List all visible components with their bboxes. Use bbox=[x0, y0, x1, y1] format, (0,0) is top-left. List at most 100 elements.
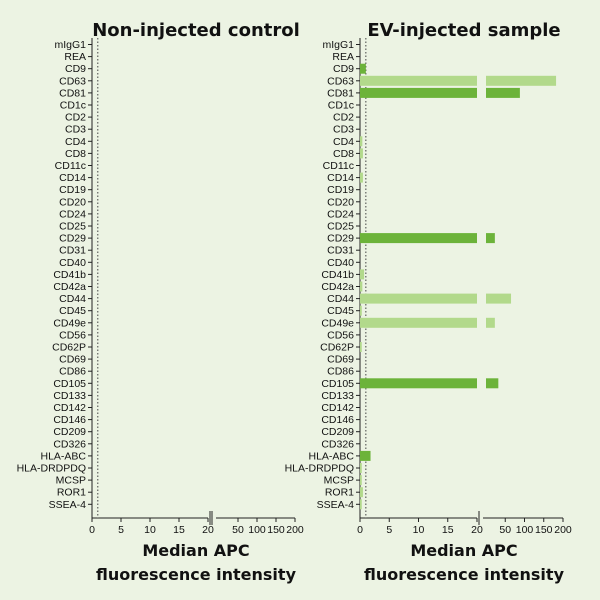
category-label: CD1c bbox=[328, 100, 354, 112]
bar bbox=[360, 63, 366, 74]
category-label: MCSP bbox=[324, 475, 354, 487]
panel-title: EV-injected sample bbox=[367, 20, 560, 41]
bar bbox=[360, 475, 362, 486]
category-label: CD41b bbox=[321, 269, 354, 281]
category-label: CD209 bbox=[53, 426, 86, 438]
category-label: CD142 bbox=[53, 402, 86, 414]
category-label: CD11c bbox=[55, 160, 86, 172]
panel-ev-injected-sample: EV-injected sample Median APC fluorescen… bbox=[285, 20, 572, 584]
category-label: CD19 bbox=[327, 184, 354, 196]
category-label: CD3 bbox=[333, 124, 354, 136]
bar bbox=[360, 450, 371, 461]
x-tick-label: 0 bbox=[357, 524, 363, 536]
bar-extension bbox=[486, 75, 557, 86]
x-tick-label: 10 bbox=[413, 524, 425, 536]
category-label: CD49e bbox=[53, 317, 86, 329]
category-label: CD105 bbox=[321, 378, 354, 390]
x-axis-label-line2: fluorescence intensity bbox=[96, 565, 297, 584]
category-label: CD24 bbox=[59, 208, 86, 220]
category-label: CD29 bbox=[327, 233, 354, 245]
category-label: CD29 bbox=[59, 233, 86, 245]
category-label: CD146 bbox=[53, 414, 86, 426]
category-label: CD14 bbox=[59, 172, 86, 184]
category-label: CD3 bbox=[65, 124, 86, 136]
bar bbox=[360, 87, 477, 98]
category-label: CD20 bbox=[327, 196, 354, 208]
x-tick-label: 150 bbox=[267, 524, 285, 536]
category-label: CD105 bbox=[53, 378, 86, 390]
category-label: CD326 bbox=[321, 438, 354, 450]
category-label: CD11c bbox=[323, 160, 354, 172]
category-label: MCSP bbox=[56, 475, 86, 487]
category-label: SSEA-4 bbox=[317, 499, 355, 511]
category-label: mIgG1 bbox=[322, 39, 354, 51]
category-label: CD25 bbox=[59, 221, 86, 233]
x-tick-label: 5 bbox=[386, 524, 392, 536]
panel-title: Non-injected control bbox=[92, 20, 300, 41]
category-label: CD146 bbox=[321, 414, 354, 426]
category-label: HLA-ABC bbox=[40, 450, 86, 462]
category-label: CD44 bbox=[59, 293, 86, 305]
category-label: CD63 bbox=[59, 75, 86, 87]
bar bbox=[360, 172, 363, 183]
category-label: CD45 bbox=[327, 305, 354, 317]
x-tick-label: 15 bbox=[442, 524, 454, 536]
category-label: CD9 bbox=[333, 63, 354, 75]
bar bbox=[360, 281, 363, 292]
category-label: CD69 bbox=[59, 354, 86, 366]
bar-extension bbox=[486, 87, 520, 98]
category-label: CD2 bbox=[333, 112, 354, 124]
category-label: CD86 bbox=[327, 366, 354, 378]
category-label: CD133 bbox=[53, 390, 86, 402]
category-label: CD40 bbox=[327, 257, 354, 269]
category-label: CD24 bbox=[327, 208, 354, 220]
bar bbox=[360, 75, 477, 86]
category-label: CD56 bbox=[59, 329, 86, 341]
x-tick-label: 200 bbox=[286, 524, 304, 536]
bar bbox=[360, 487, 363, 498]
bar bbox=[360, 317, 477, 328]
category-label: ROR1 bbox=[57, 487, 86, 499]
category-label: CD62P bbox=[320, 342, 354, 354]
bar-extension bbox=[486, 293, 512, 304]
bar bbox=[360, 342, 362, 352]
category-label: CD1c bbox=[60, 100, 86, 112]
category-label: CD25 bbox=[327, 221, 354, 233]
category-label: SSEA-4 bbox=[49, 499, 87, 511]
bar-extension bbox=[486, 317, 495, 328]
category-label: CD20 bbox=[59, 196, 86, 208]
x-tick-label: 100 bbox=[516, 524, 534, 536]
category-label: CD40 bbox=[59, 257, 86, 269]
x-axis-label-line2: fluorescence intensity bbox=[364, 565, 565, 584]
bar bbox=[360, 305, 362, 316]
x-axis-label-line1: Median APC bbox=[142, 541, 249, 560]
category-label: CD209 bbox=[321, 426, 354, 438]
x-tick-label: 0 bbox=[89, 524, 95, 536]
category-label: CD45 bbox=[59, 305, 86, 317]
category-label: CD2 bbox=[65, 112, 86, 124]
category-label: CD133 bbox=[321, 390, 354, 402]
category-label: HLA-DRDPDQ bbox=[17, 463, 86, 475]
category-label: CD56 bbox=[327, 329, 354, 341]
x-tick-label: 20 bbox=[202, 524, 214, 536]
bar bbox=[360, 378, 477, 389]
bar-extension bbox=[486, 233, 495, 244]
bar bbox=[360, 463, 362, 473]
bar bbox=[360, 499, 362, 510]
category-label: CD44 bbox=[327, 293, 354, 305]
category-label: CD69 bbox=[327, 354, 354, 366]
category-label: CD142 bbox=[321, 402, 354, 414]
x-tick-label: 10 bbox=[144, 524, 156, 536]
category-label: CD42a bbox=[321, 281, 354, 293]
category-label: CD14 bbox=[327, 172, 354, 184]
category-label: CD8 bbox=[65, 148, 86, 160]
bar bbox=[360, 293, 477, 304]
x-tick-label: 100 bbox=[248, 524, 266, 536]
category-label: CD4 bbox=[333, 136, 354, 148]
bar bbox=[360, 233, 477, 244]
panel-non-injected-control: Non-injected control Median APC fluoresc… bbox=[17, 20, 304, 584]
category-label: CD42a bbox=[53, 281, 86, 293]
category-label: CD31 bbox=[327, 245, 354, 257]
x-tick-label: 200 bbox=[554, 524, 572, 536]
